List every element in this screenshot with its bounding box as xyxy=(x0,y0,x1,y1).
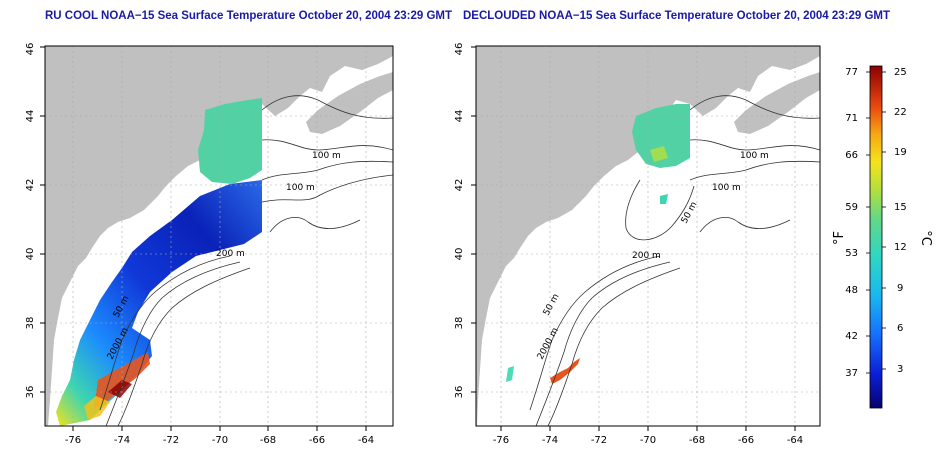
y-tick-label: 38 xyxy=(454,317,465,330)
y-tick-label: 44 xyxy=(454,110,465,123)
right-warm-patch xyxy=(550,358,580,384)
left-sst-field xyxy=(56,180,262,426)
x-tick-label: -66 xyxy=(309,435,325,446)
svg-text:48: 48 xyxy=(845,285,858,296)
y-tick-label: 46 xyxy=(454,43,465,56)
svg-text:22: 22 xyxy=(894,107,907,118)
y-tick-label: 36 xyxy=(25,386,36,399)
left-graticule xyxy=(45,46,393,426)
colorbar-unit-c: °C xyxy=(918,230,933,246)
svg-text:200 m: 200 m xyxy=(632,251,661,261)
svg-text:19: 19 xyxy=(894,147,907,158)
right-map-title: DECLOUDED NOAA−15 Sea Surface Temperatur… xyxy=(463,10,891,22)
y-tick-label: 38 xyxy=(25,317,36,330)
svg-text:100 m: 100 m xyxy=(740,151,769,161)
left-gulf-maine-sst xyxy=(198,98,262,184)
svg-text:66: 66 xyxy=(845,150,858,161)
y-tick-label: 36 xyxy=(454,386,465,399)
left-map: 100 m 100 m 200 m 50 m 2000 m xyxy=(45,46,393,426)
right-land-mass xyxy=(476,46,820,426)
svg-text:200 m: 200 m xyxy=(216,249,245,259)
y-tick-label: 42 xyxy=(454,179,465,192)
colorbar-ticks xyxy=(866,71,886,374)
left-x-axis: -76 -74 -72 -70 -68 -66 -64 xyxy=(65,426,374,446)
svg-text:6: 6 xyxy=(897,323,903,334)
svg-text:59: 59 xyxy=(845,202,858,213)
colorbar-gradient xyxy=(869,65,883,409)
x-tick-label: -68 xyxy=(689,435,705,446)
right-bathymetry xyxy=(529,95,820,426)
svg-text:71: 71 xyxy=(845,113,858,124)
right-x-axis: -76 -74 -72 -70 -68 -66 -64 xyxy=(493,426,803,446)
svg-text:12: 12 xyxy=(894,242,907,253)
svg-text:100 m: 100 m xyxy=(286,183,315,193)
x-tick-label: -64 xyxy=(787,435,803,446)
x-tick-label: -66 xyxy=(738,435,754,446)
svg-text:37: 37 xyxy=(845,368,858,379)
left-map-title: RU COOL NOAA−15 Sea Surface Temperature … xyxy=(45,10,453,22)
left-bathymetry xyxy=(99,95,393,426)
svg-text:77: 77 xyxy=(845,67,858,78)
x-tick-label: -72 xyxy=(591,435,607,446)
right-y-axis: 36 38 40 42 44 46 xyxy=(454,43,476,399)
left-land-mass xyxy=(45,46,393,426)
x-tick-label: -70 xyxy=(640,435,656,446)
svg-text:42: 42 xyxy=(845,331,858,342)
x-tick-label: -76 xyxy=(493,435,509,446)
left-map-frame xyxy=(44,45,394,427)
left-nova-scotia xyxy=(306,72,393,134)
colorbar-f-labels: 77 71 66 59 53 48 42 37 xyxy=(845,67,858,379)
left-y-axis: 36 38 40 42 44 46 xyxy=(25,43,45,399)
colorbar-unit-f: °F xyxy=(832,231,847,245)
y-tick-label: 44 xyxy=(25,110,36,123)
right-graticule xyxy=(476,46,820,426)
x-tick-label: -68 xyxy=(260,435,276,446)
y-tick-label: 40 xyxy=(454,248,465,261)
svg-text:3: 3 xyxy=(897,364,903,375)
x-tick-label: -70 xyxy=(212,435,228,446)
x-tick-label: -74 xyxy=(114,435,130,446)
colorbar: 77 71 66 59 53 48 42 37 25 22 19 15 12 9 xyxy=(832,65,933,409)
colorbar-c-labels: 25 22 19 15 12 9 6 3 xyxy=(894,67,907,375)
x-tick-label: -64 xyxy=(358,435,374,446)
x-tick-label: -74 xyxy=(542,435,558,446)
x-tick-label: -72 xyxy=(163,435,179,446)
y-tick-label: 46 xyxy=(25,43,36,56)
svg-text:53: 53 xyxy=(845,248,858,259)
right-gulf-maine-sst xyxy=(632,104,690,168)
svg-text:25: 25 xyxy=(894,67,907,78)
right-nova-scotia xyxy=(734,72,820,134)
x-tick-label: -76 xyxy=(65,435,81,446)
svg-text:15: 15 xyxy=(894,202,907,213)
right-map: 100 m 100 m 50 m 200 m 50 m 2000 m xyxy=(476,46,820,426)
svg-text:100 m: 100 m xyxy=(312,151,341,161)
y-tick-label: 40 xyxy=(25,248,36,261)
svg-text:9: 9 xyxy=(897,283,903,294)
svg-text:100 m: 100 m xyxy=(712,183,741,193)
y-tick-label: 42 xyxy=(25,179,36,192)
